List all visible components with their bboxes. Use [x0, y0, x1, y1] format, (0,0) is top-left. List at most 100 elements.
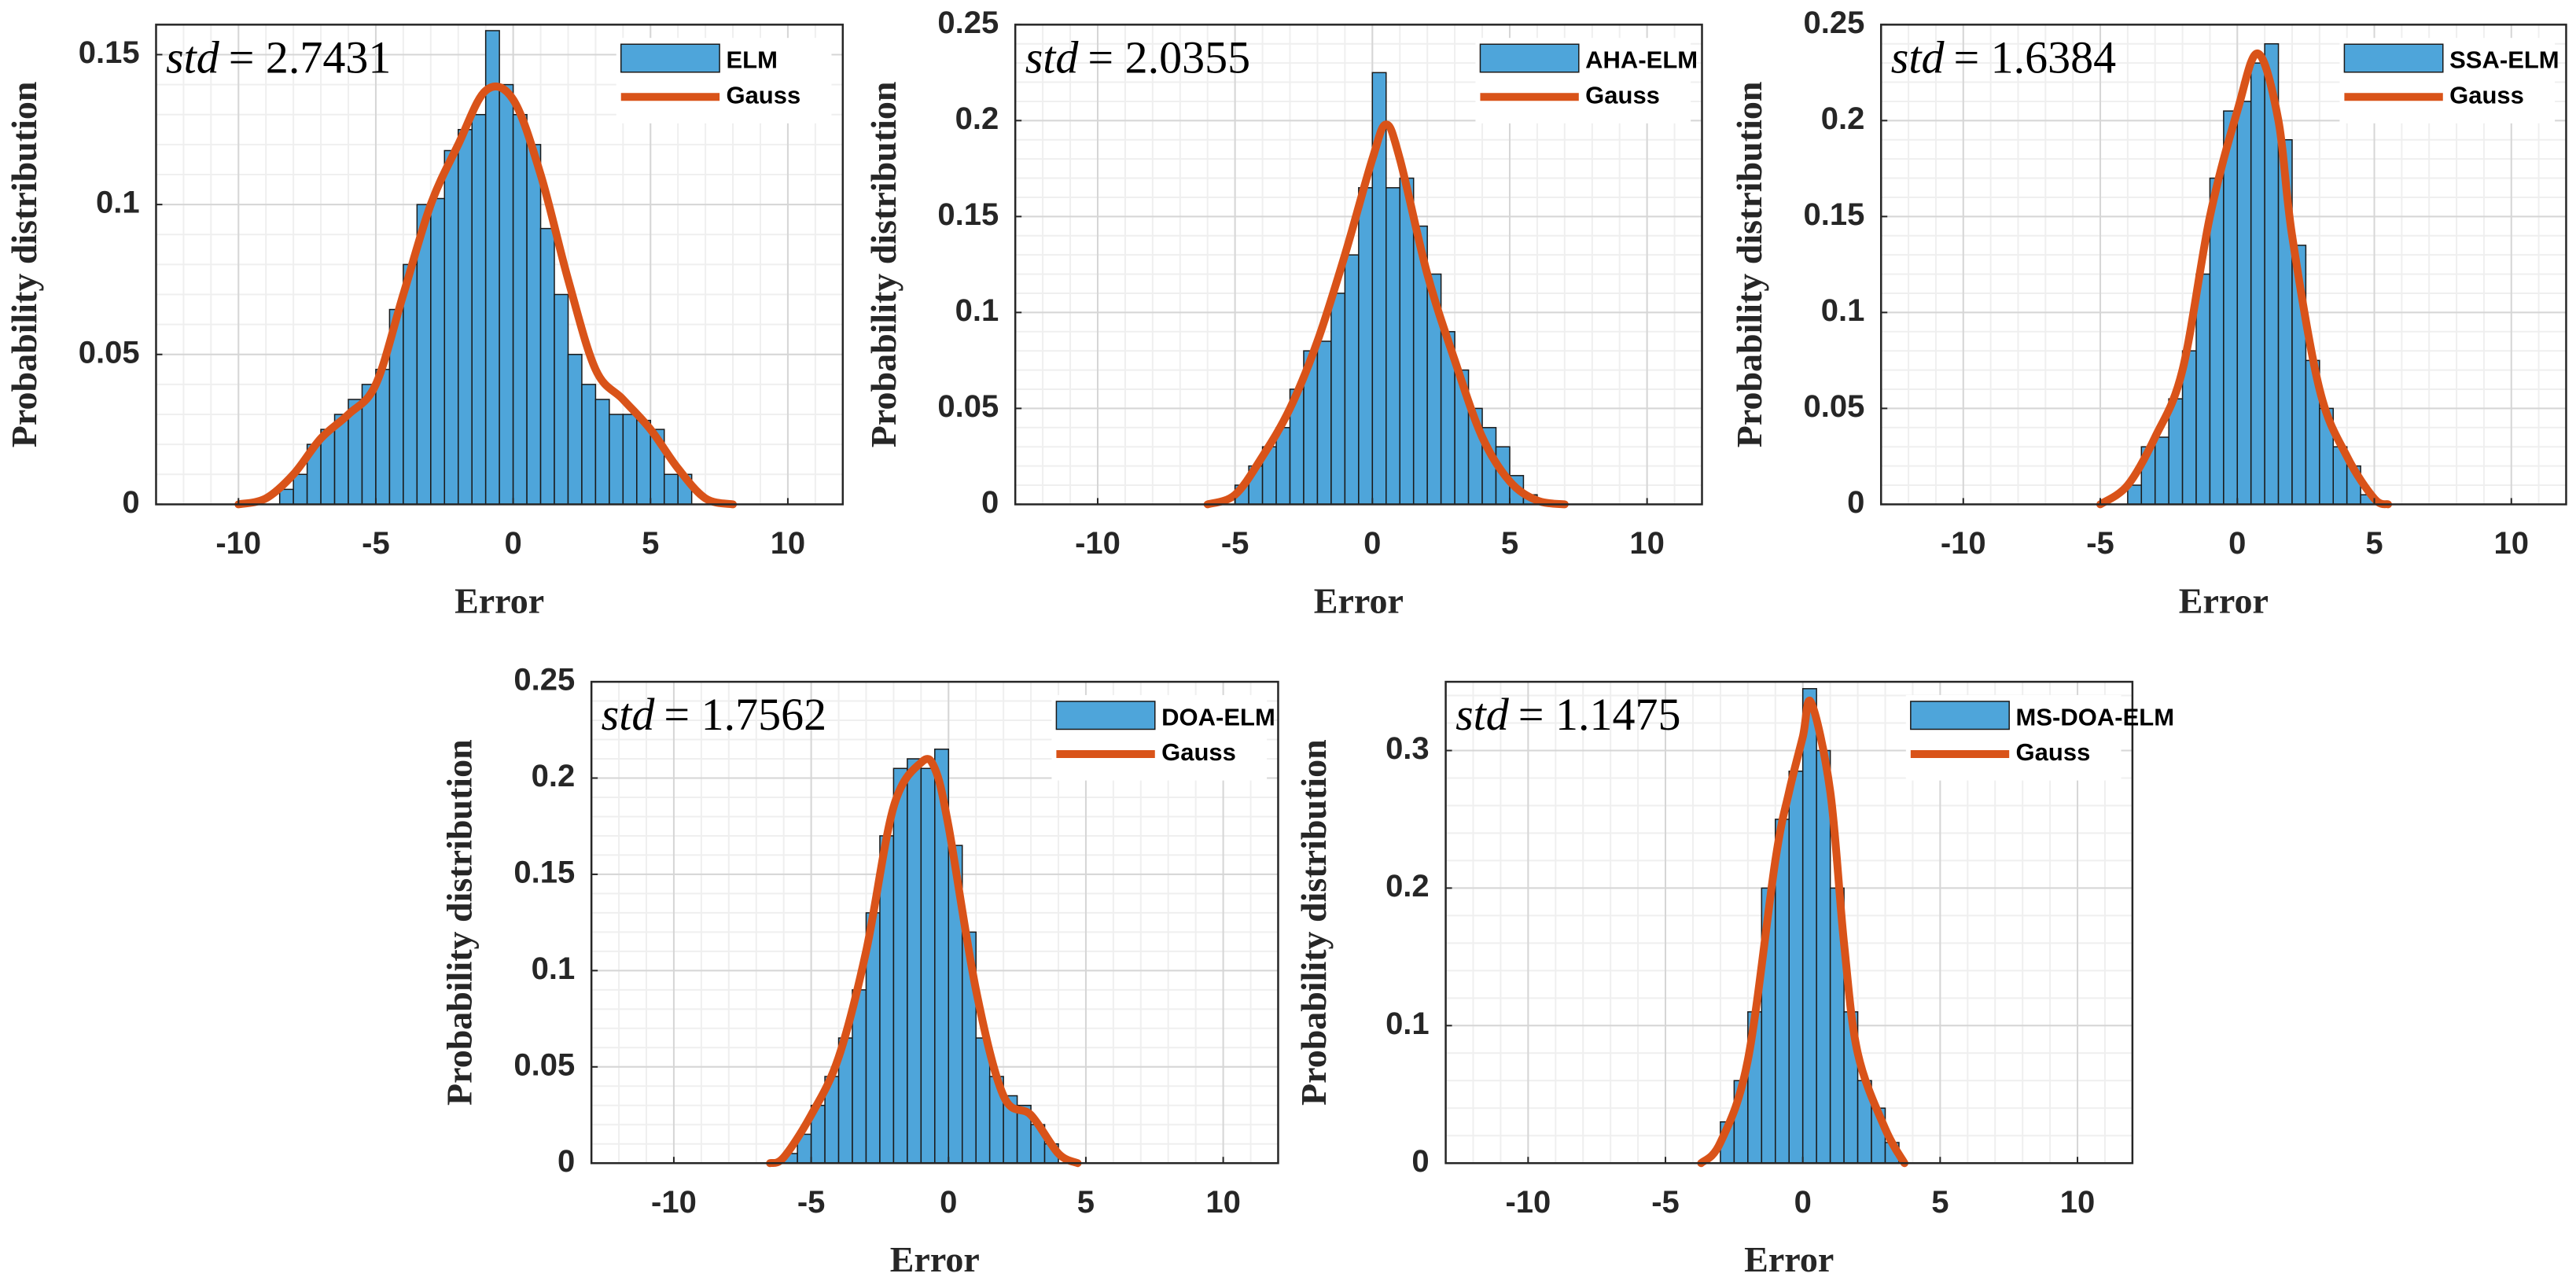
bar [663, 473, 679, 506]
y-tick-label: 0.15 [1803, 197, 1864, 232]
x-axis-label: Error [890, 1239, 980, 1279]
x-tick-label: -10 [1505, 1185, 1551, 1220]
x-tick-label: 10 [1629, 526, 1665, 561]
std-value: = 1.6384 [1953, 32, 2116, 83]
std-annotation: std = 1.1475 [1455, 689, 1680, 740]
gauss-curve [234, 82, 738, 509]
bar [375, 369, 391, 506]
bar [1386, 187, 1400, 506]
std-symbol: std [602, 689, 656, 740]
gauss-curve [766, 755, 1082, 1168]
plot-frame [1444, 680, 2134, 1165]
x-tick-label: 10 [2494, 526, 2530, 561]
y-tick-label: 0.05 [937, 389, 999, 424]
bar [1801, 688, 1817, 1164]
bar [278, 488, 294, 506]
legend-swatch [1910, 701, 2010, 730]
legend-label: Gauss [1585, 81, 1660, 109]
x-axis-label: Error [2179, 580, 2269, 620]
gauss-curve [1697, 697, 1908, 1168]
legend-label: Gauss [2016, 738, 2091, 766]
std-value: = 2.7431 [229, 32, 392, 83]
legend-label: ELM [726, 46, 777, 74]
std-value: = 1.1475 [1518, 689, 1681, 740]
y-tick-label: 0.1 [1821, 293, 1865, 328]
std-annotation: std = 2.7431 [166, 32, 391, 83]
y-tick-label: 0.2 [1386, 869, 1430, 903]
x-tick-label: -10 [215, 526, 261, 561]
std-value: = 2.0355 [1087, 32, 1250, 83]
x-tick-label: 10 [2060, 1185, 2096, 1220]
bar [2195, 273, 2211, 506]
x-tick-label: -5 [1651, 1185, 1680, 1220]
legend-swatch [620, 43, 720, 73]
y-tick-label: 0.1 [532, 951, 576, 986]
x-tick-label: 0 [2228, 526, 2246, 561]
bar [2223, 110, 2239, 506]
y-tick-label: 0.15 [79, 35, 140, 70]
std-symbol: std [1891, 32, 1945, 83]
std-annotation: std = 1.7562 [602, 689, 826, 740]
y-tick-label: 0 [122, 485, 139, 520]
x-tick-label: 5 [1077, 1185, 1095, 1220]
y-tick-label: 0.25 [1803, 6, 1864, 40]
y-tick-label: 0.05 [1803, 389, 1864, 424]
legend-label: SSA-ELM [2449, 46, 2559, 74]
x-tick-label: -5 [2086, 526, 2114, 561]
x-axis-label: Error [1314, 580, 1404, 620]
y-tick-label: 0.2 [1821, 101, 1865, 136]
plot-frame [155, 24, 845, 506]
legend-label: MS-DOA-ELM [2016, 703, 2174, 730]
x-tick-label: -5 [1221, 526, 1249, 561]
y-axis-label: Probability distribution [440, 739, 480, 1106]
std-value: = 1.7562 [664, 689, 826, 740]
bar [920, 767, 936, 1164]
y-tick-label: 0.05 [513, 1047, 575, 1082]
x-tick-label: 5 [2365, 526, 2383, 561]
bar [471, 113, 487, 506]
x-tick-label: 0 [1363, 526, 1381, 561]
bar [622, 414, 638, 506]
bar [1344, 254, 1360, 506]
y-tick-label: 0.25 [937, 6, 999, 40]
y-tick-label: 0 [1411, 1144, 1429, 1179]
x-tick-label: -10 [1941, 526, 1986, 561]
std-symbol: std [1455, 689, 1510, 740]
bar [430, 197, 446, 506]
x-tick-label: 5 [1501, 526, 1518, 561]
bar [1399, 177, 1415, 506]
plot-frame [1879, 24, 2567, 506]
y-tick-label: 0.15 [937, 197, 999, 232]
y-tick-label: 0.1 [955, 293, 999, 328]
bar [907, 758, 922, 1164]
x-axis-label: Error [1744, 1239, 1834, 1279]
legend-label: DOA-ELM [1161, 703, 1275, 730]
bar [499, 83, 514, 506]
y-tick-label: 0 [558, 1144, 575, 1179]
x-axis-label: Error [454, 580, 544, 620]
bar [2250, 62, 2265, 506]
y-tick-label: 0 [981, 485, 999, 520]
bar [2236, 101, 2252, 506]
y-axis-label: Probability distribution [4, 82, 44, 448]
bar [594, 399, 610, 506]
bar [892, 767, 908, 1164]
y-tick-label: 0.2 [532, 759, 576, 793]
y-axis-label: Probability distribution [1729, 82, 1769, 448]
y-axis-label: Probability distribution [1294, 739, 1334, 1106]
x-tick-label: 10 [771, 526, 806, 561]
bar [1330, 293, 1346, 506]
x-tick-label: 10 [1205, 1185, 1241, 1220]
bar [554, 293, 569, 506]
legend-label: Gauss [1161, 738, 1236, 766]
bar [539, 227, 555, 506]
bar [2209, 177, 2225, 506]
bar [1358, 187, 1374, 506]
bar [1816, 749, 1831, 1164]
y-tick-label: 0.25 [513, 663, 575, 697]
x-tick-label: 5 [642, 526, 659, 561]
legend-label: AHA-ELM [1585, 46, 1698, 74]
legend-swatch [1479, 43, 1580, 73]
y-tick-label: 0.3 [1386, 731, 1430, 766]
